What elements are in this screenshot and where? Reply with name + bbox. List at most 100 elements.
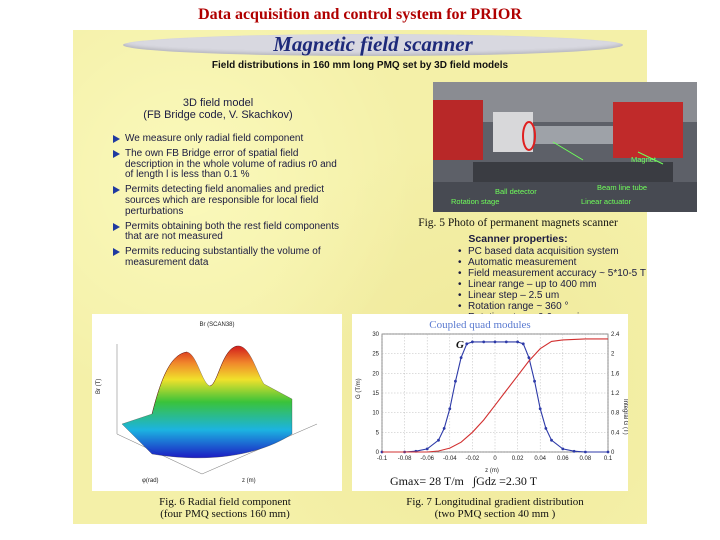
photo-pointer (552, 141, 584, 161)
photo-beam-tube (533, 126, 613, 144)
y2-tick-label: 1.2 (611, 391, 620, 397)
y2-axis-label: Integral G (T) (622, 399, 628, 435)
y-tick-label: 15 (372, 391, 379, 397)
fig5-caption: Fig. 5 Photo of permanent magnets scanne… (418, 217, 618, 229)
data-point (538, 407, 542, 411)
photo-rail (473, 162, 673, 182)
arrow-bullet-icon (113, 222, 120, 231)
list-item: Permits detecting field anomalies and pr… (113, 184, 345, 217)
data-point (561, 447, 565, 451)
slide: Magnetic field scanner Field distributio… (73, 30, 697, 524)
photo-plate (493, 112, 533, 152)
photo-red-block-right (613, 102, 683, 158)
scanner-photo: Magnet Ball detector Rotation stage Beam… (433, 82, 697, 212)
photo-rotation-mark (522, 121, 536, 151)
title-banner: Magnetic field scanner (123, 32, 623, 56)
properties-list: PC based data acquisition system Automat… (458, 246, 708, 323)
y2-tick-label: 0.4 (611, 430, 620, 436)
list-item: The own FB Bridge error of spatial field… (113, 147, 345, 181)
x-tick-label: 0.06 (557, 456, 569, 462)
list-item: Linear step – 2.5 um (458, 290, 708, 301)
surface-mesh (121, 345, 293, 459)
y2-tick-label: 1.6 (611, 371, 620, 377)
data-point (572, 449, 576, 453)
data-point (459, 356, 463, 359)
properties-heading: Scanner properties: (468, 233, 568, 245)
surface-phi-label: φ(rad) (142, 478, 159, 484)
y2-tick-label: 2.4 (611, 332, 620, 338)
x-tick-label: -0.08 (398, 456, 412, 462)
y-tick-label: 10 (372, 411, 379, 417)
surface-plot-svg: Br (SCAN38) Br (T) z (m) φ(rad) (96, 322, 318, 484)
list-item: Permits obtaining both the rest field co… (113, 221, 345, 244)
y-tick-label: 5 (376, 430, 380, 436)
data-point (454, 379, 457, 383)
arrow-bullet-icon (113, 149, 120, 158)
formula-integral: ∫Gdz =2.30 T (472, 474, 538, 488)
x-tick-label: -0.06 (420, 456, 434, 462)
list-item-text: The own FB Bridge error of spatial field… (125, 147, 337, 181)
list-item-text: We measure only radial field component (125, 133, 304, 144)
page-title: Data acquisition and control system for … (198, 6, 522, 23)
series-label-g: G (456, 339, 464, 351)
photo-label-beam-line-tube: Beam line tube (597, 183, 647, 192)
y2-tick-label: 0 (611, 450, 615, 456)
y-tick-label: 0 (376, 450, 380, 456)
data-point (516, 340, 519, 344)
y-tick-label: 25 (372, 352, 379, 358)
model-heading-line1: 3D field model (182, 97, 254, 109)
model-heading: 3D field model (FB Bridge code, V. Skach… (118, 97, 318, 121)
list-item: Permits reducing substantially the volum… (113, 246, 345, 269)
fig6-caption: Fig. 6 Radial field component (four PMQ … (135, 496, 315, 520)
arrow-bullet-icon (113, 135, 120, 143)
photo-table (433, 182, 697, 212)
data-point (448, 407, 452, 411)
chart-title: Coupled quad modules (429, 319, 530, 331)
data-point (527, 356, 531, 359)
grid-layer (381, 333, 609, 453)
formula-line: Gmax= 28 T/m ∫Gdz =2.30 T (390, 474, 620, 488)
data-point (482, 340, 486, 344)
photo-label-rotation-stage: Rotation stage (451, 197, 499, 206)
data-point (471, 340, 474, 344)
data-point (465, 342, 469, 346)
list-item: Linear range – up to 400 mm (458, 279, 708, 290)
y2-tick-label: 2 (611, 352, 615, 358)
y2-tick-label: 0.8 (611, 411, 620, 417)
data-point (606, 450, 610, 454)
x-tick-label: 0.02 (512, 456, 524, 462)
data-point (425, 447, 429, 451)
x-tick-label: -0.04 (443, 456, 457, 462)
y-tick-label: 20 (372, 371, 379, 377)
data-point (550, 438, 553, 442)
x-tick-label: 0.08 (580, 456, 592, 462)
list-item: Field measurement accuracy ~ 5*10-5 T (458, 268, 708, 279)
y-axis-label: G (T/m) (356, 378, 362, 399)
data-point (521, 342, 525, 346)
gradient-distribution-plot: Coupled quad modules -0.1 -0.08 -0.06 -0.04… (352, 314, 628, 491)
arrow-bullet-icon (113, 248, 120, 257)
x-axis-label: z (m) (485, 468, 499, 474)
feature-list: We measure only radial field component T… (113, 133, 345, 273)
photo-pointer (637, 151, 664, 165)
tick-layer: -0.1 -0.08 -0.06 -0.04 -0.02 0 0.02 0.04 0.06 0.0… (372, 332, 620, 462)
list-item: Automatic measurement (458, 257, 708, 268)
fig7-caption-line1: Fig. 7 Longitudinal gradient distributio… (406, 496, 584, 508)
fig6-caption-line1: Fig. 6 Radial field component (159, 496, 291, 508)
list-item: We measure only radial field component (113, 133, 345, 145)
y-tick-label: 30 (372, 332, 379, 338)
banner-title: Magnetic field scanner (273, 32, 473, 56)
gradient-plot-svg: Coupled quad modules -0.1 -0.08 -0.06 -0.04… (356, 319, 628, 474)
fig6-caption-line2: (four PMQ sections 160 mm) (160, 508, 290, 520)
photo-label-linear-actuator: Linear actuator (581, 197, 632, 206)
fig7-caption-line2: (two PMQ section 40 mm ) (434, 508, 556, 520)
data-point (533, 379, 536, 383)
data-point (504, 340, 508, 344)
series-line-integral (382, 338, 608, 453)
surface-plot-title: Br (SCAN38) (199, 322, 234, 328)
fig7-caption: Fig. 7 Longitudinal gradient distributio… (380, 496, 610, 520)
x-tick-label: 0 (493, 456, 497, 462)
x-tick-label: 0.04 (534, 456, 546, 462)
model-heading-line2: (FB Bridge code, V. Skachkov) (143, 108, 293, 121)
data-point (544, 427, 548, 430)
